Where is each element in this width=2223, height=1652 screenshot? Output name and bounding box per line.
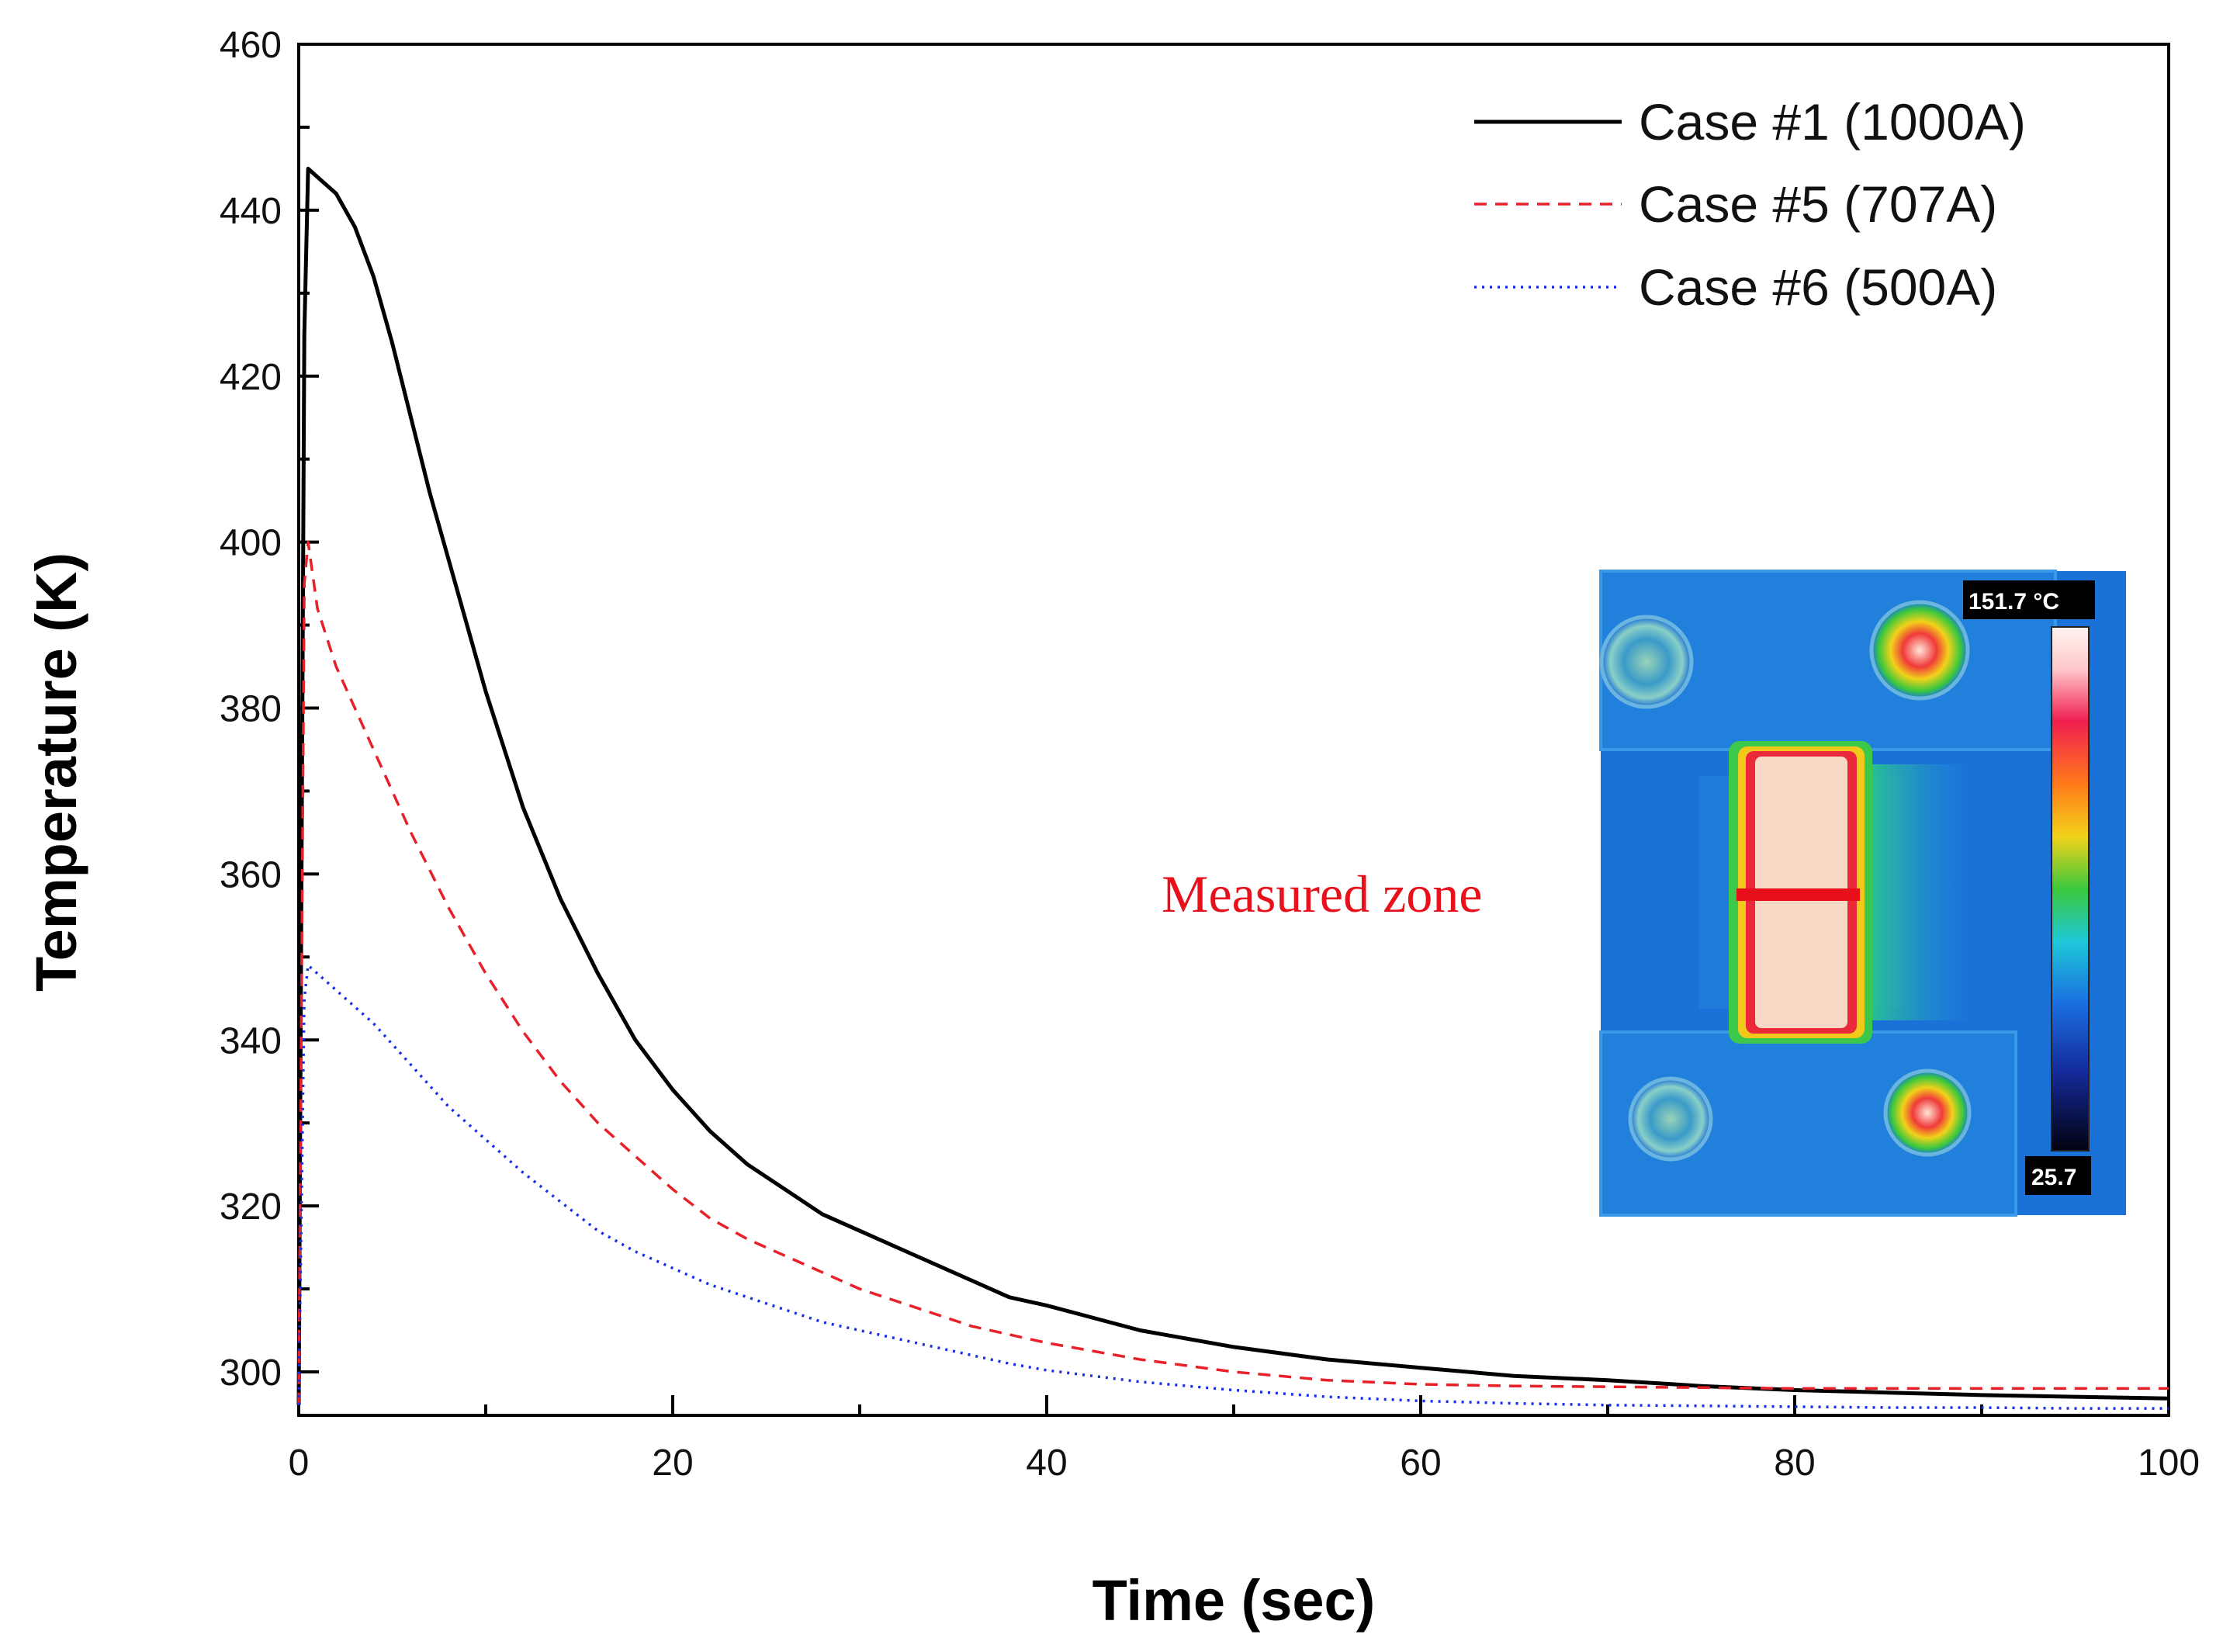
measured-zone-label: Measured zone	[1162, 864, 1482, 923]
x-tick-label: 0	[289, 1442, 310, 1484]
thermal-inset: 151.7 °C 25.7	[1599, 570, 2126, 1217]
y-tick-label: 300	[220, 1352, 282, 1394]
colorbar	[2051, 626, 2090, 1152]
x-tick-label: 40	[1026, 1442, 1067, 1484]
y-tick-label: 380	[220, 689, 282, 730]
axis-ticks: 0 20 40 60 80 100 300 320 340 360 380 400 420 440 460	[220, 25, 2200, 1484]
series-line-2	[297, 540, 2169, 1405]
bolt-top-right-icon	[1869, 600, 1970, 701]
y-tick-label: 320	[220, 1186, 282, 1228]
x-tick-label: 80	[1774, 1442, 1815, 1484]
legend-label-case-1: Case #1 (1000A)	[1639, 93, 2026, 151]
series-line-1	[296, 166, 2169, 1405]
y-tick-label: 360	[220, 854, 282, 895]
x-axis-title: Time (sec)	[1092, 1568, 1376, 1633]
y-tick-label: 420	[220, 357, 282, 398]
bolt-bottom-left-icon	[1628, 1076, 1713, 1162]
y-tick-label: 340	[220, 1020, 282, 1062]
legend: Case #1 (1000A) Case #5 (707A) Case #6 (…	[1474, 93, 2026, 316]
x-tick-label: 100	[2138, 1442, 2200, 1484]
legend-label-case-5: Case #5 (707A)	[1639, 175, 1997, 233]
colorbar-max-box	[1963, 580, 2095, 619]
x-tick-label: 60	[1400, 1442, 1441, 1484]
colorbar-max-label: 151.7 °C	[1968, 589, 2059, 615]
y-tick-label: 460	[220, 25, 282, 66]
y-tick-label: 400	[220, 523, 282, 564]
series-line-3	[297, 964, 2169, 1410]
y-tick-label: 440	[220, 191, 282, 232]
x-tick-label: 20	[652, 1442, 693, 1484]
bolt-bottom-right-icon	[1883, 1068, 1972, 1157]
bolt-top-left-icon	[1599, 615, 1694, 709]
colorbar-min-label: 25.7	[2031, 1165, 2076, 1190]
y-axis-title: Temperature (K)	[24, 552, 88, 992]
colorbar-min-box	[2025, 1156, 2091, 1195]
series-layer	[296, 166, 2169, 1410]
legend-label-case-6: Case #6 (500A)	[1639, 258, 1997, 316]
